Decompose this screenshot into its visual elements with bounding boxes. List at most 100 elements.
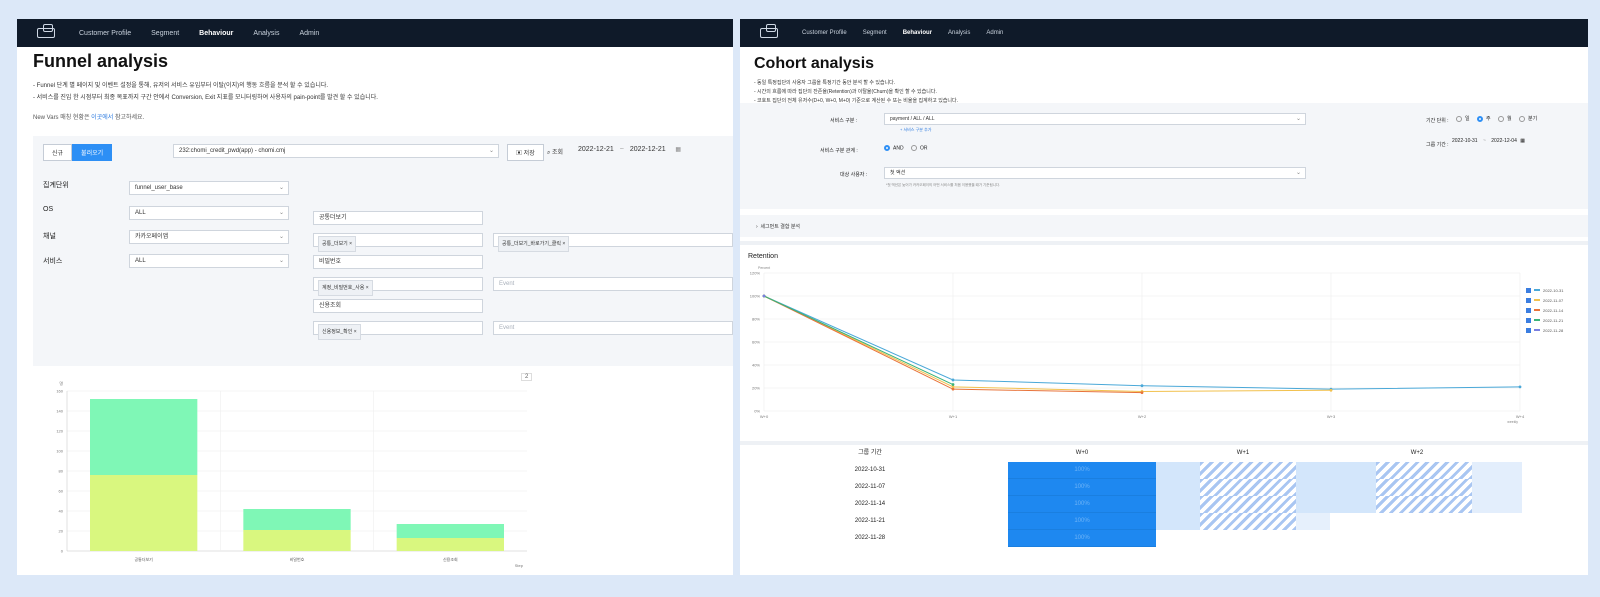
- group-separator: ~: [1482, 138, 1486, 144]
- legend-item[interactable]: 2022-10-31: [1526, 285, 1563, 295]
- event-placeholder: Event: [499, 325, 515, 331]
- service-select[interactable]: 232:chomi_credit_pwd(app) - chomi.cmj ⌄: [173, 144, 499, 158]
- search-button[interactable]: ⌕ 조회: [547, 150, 564, 156]
- w1-cell: [1156, 462, 1200, 479]
- y-tick-label: 20: [59, 529, 64, 534]
- chip-label: 계정_비밀번호_사용: [322, 285, 365, 291]
- legend-item[interactable]: 2022-11-21: [1526, 315, 1563, 325]
- row-label: 2022-10-31: [854, 467, 886, 473]
- legend-swatch: [1534, 299, 1540, 301]
- nav-customer-profile[interactable]: Customer Profile: [79, 29, 132, 37]
- step-2-name[interactable]: 비밀번호: [313, 255, 483, 269]
- event-chip[interactable]: 신용정보_확인 ×: [318, 324, 361, 340]
- y-tick-label: 80: [59, 469, 64, 474]
- period-quarter-radio[interactable]: [1519, 115, 1525, 122]
- segment-toggle[interactable]: › 세그먼트 결합 분석: [740, 215, 1588, 237]
- data-point: [1329, 388, 1333, 392]
- w0-cell: 100%: [1008, 513, 1156, 530]
- checkbox-icon[interactable]: [1526, 317, 1531, 323]
- step-2-event-input[interactable]: Event: [493, 277, 733, 291]
- checkbox-icon[interactable]: [1526, 287, 1531, 293]
- data-point: [951, 387, 955, 391]
- logo-icon[interactable]: [37, 24, 55, 38]
- save-label: 저장: [523, 151, 535, 157]
- filter-label-channel: 채널: [43, 233, 56, 240]
- new-button[interactable]: 신규: [43, 144, 73, 161]
- load-button[interactable]: 불러오기: [72, 144, 113, 161]
- nav-analysis[interactable]: Analysis: [948, 30, 971, 36]
- y-tick-label: 60%: [752, 340, 760, 345]
- service-filter-select[interactable]: ALL ⌄: [129, 254, 289, 268]
- data-point: [1140, 384, 1144, 388]
- and-radio[interactable]: [884, 145, 890, 151]
- step-2-events[interactable]: 계정_비밀번호_사용 ×: [313, 277, 483, 296]
- bar-segment: [243, 509, 351, 530]
- nav-analysis[interactable]: Analysis: [253, 29, 280, 37]
- nav-admin[interactable]: Admin: [299, 29, 320, 37]
- period-day-radio[interactable]: [1456, 115, 1462, 122]
- data-point: [951, 383, 955, 386]
- x-tick-label: 비밀번호: [290, 556, 305, 562]
- chevron-down-icon: ⌄: [1295, 170, 1301, 176]
- step-1-name-value: 공통더보기: [319, 215, 347, 221]
- legend-item[interactable]: 2022-11-28: [1526, 325, 1563, 335]
- row-label: 2022-11-28: [854, 535, 886, 541]
- chip-label: 신용정보_확인: [322, 329, 353, 335]
- date-from: 2022-12-21: [578, 146, 614, 153]
- page-title: Funnel analysis: [33, 51, 169, 71]
- add-service-link[interactable]: + 서비스 구분 추가: [900, 127, 932, 132]
- w2-cell: [1472, 479, 1522, 496]
- channel-select[interactable]: 카카오페이앱 ⌄: [129, 230, 289, 244]
- group-date-range[interactable]: 2022-10-31 ~ 2022-12-04 ▦: [1452, 138, 1552, 144]
- checkbox-icon[interactable]: [1526, 307, 1531, 313]
- nav-segment[interactable]: Segment: [151, 29, 180, 37]
- group-header: 그룹 기간: [858, 450, 882, 456]
- legend-item[interactable]: 2022-11-14: [1526, 305, 1563, 315]
- legend-swatch: [1534, 309, 1540, 311]
- checkbox-icon[interactable]: [1526, 327, 1531, 333]
- nav-admin[interactable]: Admin: [986, 30, 1004, 36]
- group-from: 2022-10-31: [1452, 138, 1478, 144]
- note-link[interactable]: 이곳에서: [91, 115, 114, 121]
- unit-select[interactable]: funnel_user_base ⌄: [129, 181, 289, 195]
- w1-cell: [1296, 496, 1330, 513]
- step-3-event-input[interactable]: Event: [493, 321, 733, 335]
- nav-behaviour[interactable]: Behaviour: [902, 30, 933, 36]
- event-chip[interactable]: 공통_더보기_바로가기_클릭 ×: [498, 236, 570, 252]
- chip-label: 공통_더보기_바로가기_클릭: [502, 241, 561, 247]
- date-range[interactable]: 2022-12-21 ~ 2022-12-21 ▦: [573, 144, 685, 158]
- step-1-name[interactable]: 공통더보기: [313, 211, 483, 225]
- x-tick-label: W+1: [949, 414, 958, 419]
- bar-segment: [396, 524, 504, 538]
- bar-segment: [396, 538, 504, 551]
- w2-cell: [1472, 496, 1522, 513]
- step-3-events[interactable]: 신용정보_확인 ×: [313, 321, 483, 340]
- legend-item[interactable]: 2022-11-07: [1526, 295, 1563, 305]
- legend-label: 2022-11-14: [1543, 307, 1564, 313]
- target-label: 대상 사용자 :: [840, 172, 868, 178]
- period-month-radio[interactable]: [1498, 115, 1504, 122]
- step-badge[interactable]: 2: [521, 373, 533, 381]
- x-tick-label: 신용조회: [443, 556, 458, 562]
- os-select[interactable]: ALL ⌄: [129, 206, 289, 220]
- event-chip[interactable]: 공통_더보기 ×: [318, 236, 357, 252]
- nav-segment[interactable]: Segment: [862, 30, 887, 36]
- nav-behaviour[interactable]: Behaviour: [199, 29, 234, 37]
- period-radio-group: 일 주 월 분기: [1450, 115, 1537, 122]
- step-3-name[interactable]: 신용조회: [313, 299, 483, 313]
- nav-customer-profile[interactable]: Customer Profile: [802, 30, 847, 36]
- row-label: 2022-11-21: [854, 518, 886, 524]
- bar-segment: [90, 399, 198, 475]
- service-select[interactable]: payment / ALL / ALL ⌄: [884, 113, 1306, 125]
- save-button[interactable]: ▣ 저장: [507, 144, 544, 161]
- target-value: 첫 액션: [890, 170, 906, 176]
- checkbox-icon[interactable]: [1526, 297, 1531, 303]
- step-1-extra-events[interactable]: 공통_더보기_바로가기_클릭 ×: [493, 233, 733, 252]
- w0-cell: 100%: [1008, 496, 1156, 513]
- period-week-radio[interactable]: [1477, 115, 1483, 122]
- logo-icon[interactable]: [760, 24, 778, 38]
- target-select[interactable]: 첫 액션 ⌄: [884, 167, 1306, 179]
- step-1-events[interactable]: 공통_더보기 ×: [313, 233, 483, 252]
- event-chip[interactable]: 계정_비밀번호_사용 ×: [318, 280, 373, 296]
- or-radio[interactable]: [910, 145, 917, 151]
